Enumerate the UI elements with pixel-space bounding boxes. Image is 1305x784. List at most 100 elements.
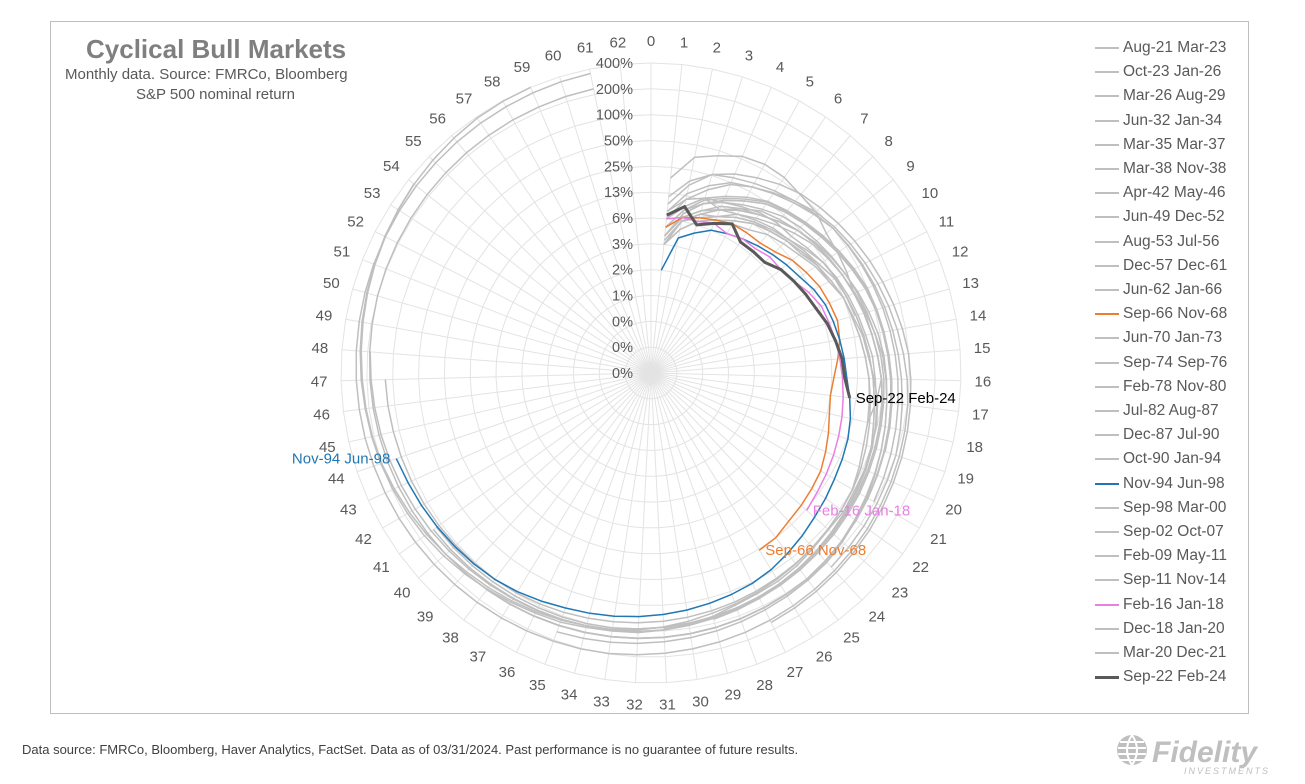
radar-spoke bbox=[502, 100, 652, 374]
legend-item: Feb-16 Jan-18 bbox=[1095, 595, 1224, 615]
legend-label: Jun-70 Jan-73 bbox=[1123, 329, 1223, 347]
radar-spoke bbox=[650, 179, 894, 374]
theta-tick-label: 62 bbox=[610, 35, 627, 52]
radar-spoke bbox=[341, 372, 652, 382]
theta-tick-label: 23 bbox=[892, 585, 909, 602]
radar-grid-ring bbox=[521, 243, 781, 503]
radar-grid-ring bbox=[418, 139, 884, 606]
legend-item: Oct-90 Jan-94 bbox=[1095, 449, 1221, 469]
legend-swatch bbox=[1095, 216, 1119, 219]
radar-grid-ring bbox=[366, 88, 936, 658]
series-line bbox=[666, 216, 844, 511]
legend-item: Sep-74 Sep-76 bbox=[1095, 353, 1227, 373]
theta-tick-label: 6 bbox=[834, 91, 842, 108]
theta-tick-label: 53 bbox=[364, 185, 381, 202]
radial-tick-label: 200% bbox=[596, 82, 633, 98]
theta-tick-label: 31 bbox=[659, 697, 676, 714]
legend-swatch bbox=[1095, 458, 1119, 461]
chart-subtitle-measure: S&P 500 nominal return bbox=[136, 86, 295, 103]
series-line bbox=[665, 216, 841, 551]
radar-spoke bbox=[650, 372, 934, 501]
radar-grid-ring bbox=[340, 62, 962, 684]
legend-item: Feb-78 Nov-80 bbox=[1095, 377, 1226, 397]
radial-tick-label: 25% bbox=[604, 159, 633, 175]
theta-tick-label: 50 bbox=[323, 275, 340, 292]
theta-tick-label: 27 bbox=[787, 664, 804, 681]
theta-tick-label: 3 bbox=[745, 48, 753, 65]
theta-tick-label: 19 bbox=[957, 471, 974, 488]
theta-tick-label: 57 bbox=[456, 91, 473, 108]
chart-title: Cyclical Bull Markets bbox=[86, 34, 347, 64]
legend-item: Aug-53 Jul-56 bbox=[1095, 232, 1220, 252]
series-line bbox=[663, 201, 885, 630]
legend-label: Jul-82 Aug-87 bbox=[1123, 402, 1219, 419]
legend-swatch bbox=[1095, 506, 1119, 509]
legend-swatch bbox=[1095, 119, 1119, 122]
legend-item: Nov-94 Jun-98 bbox=[1095, 474, 1225, 494]
series-line bbox=[360, 183, 871, 631]
radial-tick-label: 3% bbox=[612, 237, 633, 253]
legend-label: Apr-42 May-46 bbox=[1123, 184, 1226, 202]
theta-tick-label: 40 bbox=[394, 585, 411, 602]
radar-spoke bbox=[408, 179, 652, 374]
series-line bbox=[486, 197, 893, 640]
radial-tick-label: 2% bbox=[612, 263, 633, 279]
series-annotation: Sep-66 Nov-68 bbox=[765, 542, 866, 559]
radar-series bbox=[355, 72, 912, 656]
legend-label: Sep-22 Feb-24 bbox=[1123, 668, 1227, 686]
theta-tick-label: 2 bbox=[713, 40, 721, 57]
theta-tick-label: 56 bbox=[429, 111, 446, 128]
legend-item: Mar-26 Aug-29 bbox=[1095, 86, 1226, 106]
legend-label: Dec-57 Dec-61 bbox=[1123, 256, 1228, 274]
theta-tick-label: 16 bbox=[975, 373, 992, 390]
radar-spoke bbox=[619, 64, 652, 374]
theta-tick-label: 28 bbox=[756, 677, 773, 694]
legend-item: Apr-42 May-46 bbox=[1095, 183, 1226, 203]
footnote: Data source: FMRCo, Bloomberg, Haver Ana… bbox=[22, 742, 799, 757]
radar-spoke bbox=[343, 372, 652, 412]
theta-tick-label: 1 bbox=[680, 35, 688, 52]
legend-label: Mar-20 Dec-21 bbox=[1123, 644, 1227, 661]
legend-swatch bbox=[1095, 289, 1119, 291]
radar-spoke bbox=[399, 372, 652, 555]
theta-tick-label: 29 bbox=[725, 687, 742, 704]
radar-spoke bbox=[650, 372, 954, 443]
legend-label: Mar-35 Mar-37 bbox=[1123, 135, 1226, 153]
radar-spoke bbox=[475, 116, 652, 374]
theta-tick-label: 60 bbox=[545, 48, 562, 65]
series-line bbox=[556, 213, 888, 645]
legend-swatch bbox=[1095, 240, 1119, 243]
radar-spoke bbox=[650, 372, 961, 382]
theta-tick-label: 33 bbox=[593, 693, 610, 710]
theta-tick-label: 22 bbox=[912, 559, 929, 576]
legend-label: Jun-62 Jan-66 bbox=[1123, 281, 1223, 298]
radar-spoke bbox=[352, 288, 652, 374]
radar-spoke bbox=[650, 372, 814, 638]
legend-item: Sep-66 Nov-68 bbox=[1095, 304, 1227, 324]
legend-label: Aug-53 Jul-56 bbox=[1123, 232, 1220, 250]
series-line bbox=[384, 219, 872, 624]
legend-label: Sep-98 Mar-00 bbox=[1123, 498, 1227, 516]
theta-tick-label: 45 bbox=[319, 439, 336, 456]
radar-grid-ring bbox=[547, 269, 755, 477]
legend-swatch bbox=[1095, 264, 1119, 267]
series-annotation: Nov-94 Jun-98 bbox=[292, 451, 390, 468]
radar-spoke bbox=[650, 372, 920, 529]
radar-spoke bbox=[650, 372, 698, 680]
radial-tick-label: 13% bbox=[604, 185, 633, 201]
legend-item: Jun-49 Dec-52 bbox=[1095, 207, 1225, 227]
radar-grid-ring bbox=[572, 294, 730, 451]
theta-tick-label: 14 bbox=[970, 307, 987, 324]
legend-swatch bbox=[1095, 95, 1119, 98]
legend-item: Dec-18 Jan-20 bbox=[1095, 619, 1225, 639]
theta-tick-label: 7 bbox=[860, 111, 868, 128]
theta-tick-label: 61 bbox=[577, 40, 594, 57]
theta-tick-label: 52 bbox=[347, 214, 364, 231]
legend-swatch bbox=[1095, 434, 1119, 437]
series-line bbox=[432, 215, 876, 633]
legend-label: Sep-74 Sep-76 bbox=[1123, 353, 1228, 371]
radar-spoke bbox=[650, 288, 950, 374]
radar-spoke bbox=[650, 372, 903, 555]
legend-label: Sep-02 Oct-07 bbox=[1123, 523, 1224, 540]
fidelity-globe-icon bbox=[1117, 734, 1147, 766]
